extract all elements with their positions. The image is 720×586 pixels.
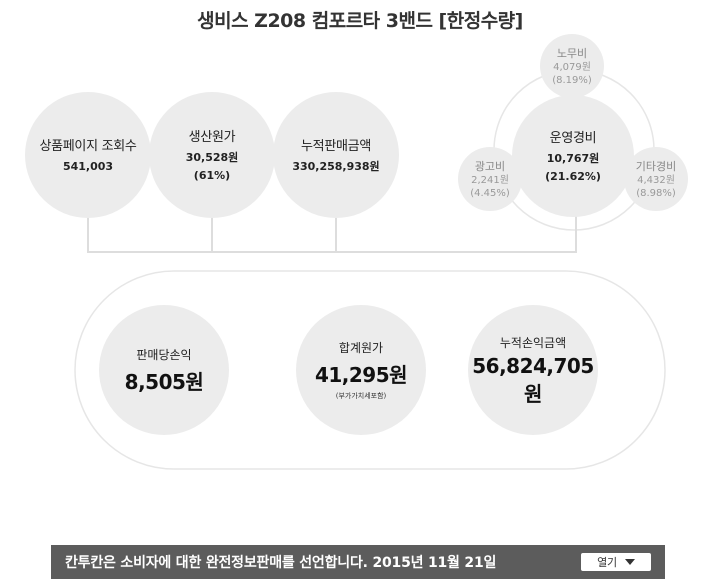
- operating-expense-label: 운영경비: [549, 130, 597, 146]
- profit-per-sale-label: 판매당손익: [136, 347, 192, 362]
- ad-cost-value: 2,241원: [471, 175, 509, 186]
- page-views-value: 541,003: [62, 159, 114, 173]
- production-cost-percent: (61%): [193, 168, 231, 182]
- open-button-label: 열기: [597, 556, 617, 569]
- other-cost-label: 기타경비: [635, 160, 677, 173]
- chevron-down-icon: [624, 559, 635, 565]
- page-views-label: 상품페이지 조회수: [39, 138, 137, 154]
- total-cost-value: 41,295원: [314, 363, 408, 387]
- operating-expense-percent: (21.62%): [545, 169, 601, 183]
- cumulative-profit-circle: 누적손익금액 56,824,705원: [468, 305, 598, 435]
- production-cost-circle: 생산원가 30,528원 (61%): [149, 92, 275, 218]
- ad-cost-percent: (4.45%): [470, 188, 510, 199]
- page-views-circle: 상품페이지 조회수 541,003: [25, 92, 151, 218]
- cumulative-profit-label: 누적손익금액: [499, 335, 567, 350]
- cumulative-sales-label: 누적판매금액: [301, 138, 371, 154]
- other-cost-percent: (8.98%): [636, 188, 676, 199]
- cumulative-sales-value: 330,258,938원: [292, 159, 380, 173]
- other-cost-value: 4,432원: [637, 175, 675, 186]
- production-cost-label: 생산원가: [188, 129, 236, 145]
- total-cost-note: (부가가치세포함): [335, 392, 387, 400]
- total-cost-circle: 합계원가 41,295원 (부가가치세포함): [296, 305, 426, 435]
- cumulative-sales-circle: 누적판매금액 330,258,938원: [273, 92, 399, 218]
- footer-bar: 칸투칸은 소비자에 대한 완전정보판매를 선언합니다. 2015년 11월 21…: [51, 545, 665, 579]
- profit-per-sale-value: 8,505원: [124, 369, 204, 394]
- footer-declaration: 칸투칸은 소비자에 대한 완전정보판매를 선언합니다. 2015년 11월 21…: [65, 555, 497, 571]
- labor-cost-percent: (8.19%): [552, 75, 592, 86]
- labor-cost-value: 4,079원: [553, 62, 591, 73]
- labor-cost-label: 노무비: [556, 47, 588, 60]
- operating-expense-circle: 운영경비 10,767원 (21.62%): [512, 95, 634, 217]
- other-cost-circle: 기타경비 4,432원 (8.98%): [624, 147, 688, 211]
- labor-cost-circle: 노무비 4,079원 (8.19%): [540, 34, 604, 98]
- open-button[interactable]: 열기: [581, 553, 651, 571]
- ad-cost-label: 광고비: [474, 160, 506, 173]
- total-cost-label: 합계원가: [338, 341, 384, 355]
- page-title: 생비스 Z208 컴포르타 3밴드 [한정수량]: [197, 10, 523, 32]
- bottom-stadium: [74, 270, 666, 470]
- profit-per-sale-circle: 판매당손익 8,505원: [99, 305, 229, 435]
- ad-cost-circle: 광고비 2,241원 (4.45%): [458, 147, 522, 211]
- operating-expense-value: 10,767원: [546, 151, 600, 165]
- cumulative-profit-value: 56,824,705원: [472, 353, 594, 406]
- production-cost-value: 30,528원: [185, 150, 239, 164]
